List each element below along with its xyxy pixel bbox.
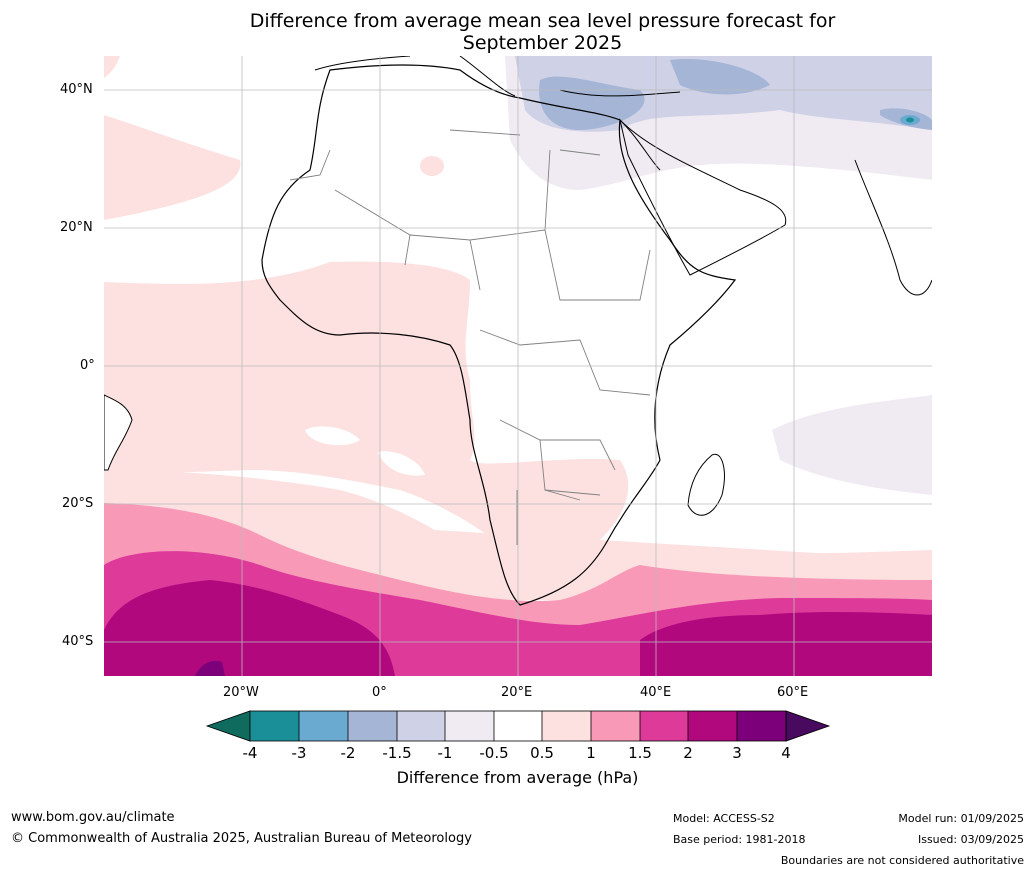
lat-label: 20°N — [60, 220, 93, 235]
title-line-1: Difference from average mean sea level p… — [249, 10, 836, 32]
lat-label: 20°S — [62, 496, 94, 511]
colorbar-label: Difference from average (hPa) — [396, 768, 639, 787]
colorbar-tick: -3 — [291, 744, 307, 762]
colorbar-swatch — [299, 711, 348, 741]
colorbar-tick: -0.5 — [479, 744, 509, 762]
africa-coastline — [261, 64, 737, 606]
footer-model: Model: ACCESS-S2 — [673, 812, 775, 825]
colorbar-swatch — [445, 711, 494, 741]
footer-issued: Issued: 03/09/2025 — [917, 833, 1024, 846]
lon-label: 20°W — [223, 685, 259, 700]
colorbar-swatch — [250, 711, 299, 741]
map-title: Difference from average mean sea level p… — [0, 10, 1035, 54]
colorbar-low-arrow — [205, 710, 251, 742]
colorbar-tick: 2 — [683, 744, 693, 762]
colorbar-tick: -1.5 — [382, 744, 412, 762]
colorbar-swatch — [737, 711, 786, 741]
footer-model-run: Model run: 01/09/2025 — [898, 812, 1024, 825]
colorbar — [205, 710, 831, 742]
colorbar-tick: 1 — [586, 744, 596, 762]
colorbar-tick: 4 — [781, 744, 791, 762]
lon-label: 60°E — [777, 685, 809, 700]
lon-label: 20°E — [501, 685, 533, 700]
colorbar-tick: -1 — [437, 744, 453, 762]
colorbar-high-arrow — [785, 710, 831, 742]
lon-label: 40°E — [640, 685, 672, 700]
footer-copyright: © Commonwealth of Australia 2025, Austra… — [11, 831, 472, 846]
lon-label: 0° — [372, 685, 387, 700]
colorbar-swatch — [542, 711, 591, 741]
colorbar-tick: -2 — [340, 744, 356, 762]
graticule — [104, 56, 932, 676]
colorbar-tick: 0.5 — [530, 744, 554, 762]
colorbar-swatch — [494, 711, 542, 741]
lat-label: 0° — [80, 358, 95, 373]
colorbar-tick: -4 — [242, 744, 258, 762]
footer-url: www.bom.gov.au/climate — [11, 810, 175, 825]
colorbar-swatch — [397, 711, 445, 741]
colorbar-tick: 1.5 — [628, 744, 652, 762]
footer-disclaimer: Boundaries are not considered authoritat… — [780, 854, 1024, 867]
colorbar-swatch — [688, 711, 737, 741]
lat-label: 40°N — [60, 82, 93, 97]
title-line-2: September 2025 — [462, 32, 623, 54]
colorbar-tick: 3 — [732, 744, 742, 762]
colorbar-swatch — [348, 711, 397, 741]
footer-base-period: Base period: 1981-2018 — [673, 833, 806, 846]
colorbar-swatch — [591, 711, 640, 741]
lat-label: 40°S — [62, 634, 94, 649]
colorbar-swatch — [640, 711, 688, 741]
